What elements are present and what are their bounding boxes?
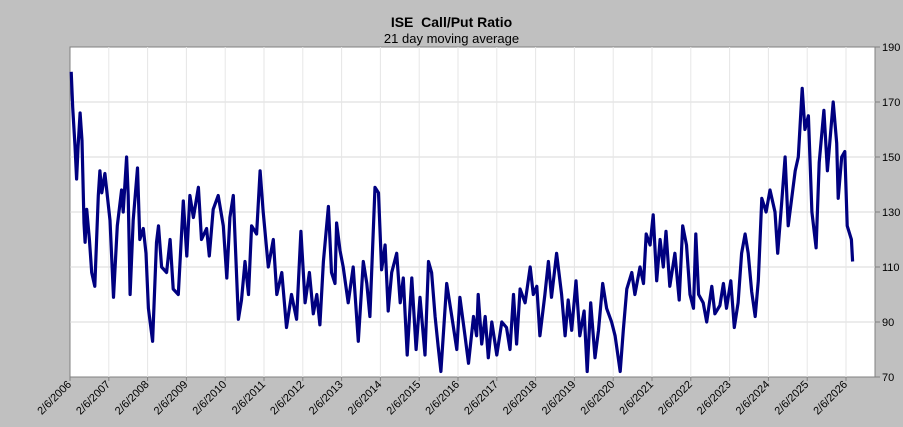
x-tick-label: 2/6/2009 <box>152 379 191 418</box>
x-tick-label: 2/6/2011 <box>230 379 268 417</box>
x-tick-label: 2/6/2016 <box>423 379 462 418</box>
y-axis: 190 170 150 130 110 90 70 <box>875 42 900 384</box>
y-tick-label: 110 <box>882 262 900 274</box>
y-tick-label: 70 <box>882 372 894 384</box>
x-tick-label: 2/6/2021 <box>617 379 656 418</box>
x-tick-label: 2/6/2020 <box>579 379 618 418</box>
y-tick-label: 170 <box>882 97 900 109</box>
x-tick-label: 2/6/2008 <box>113 379 152 418</box>
y-tick-label: 150 <box>882 152 900 164</box>
x-tick-label: 2/6/2012 <box>268 379 307 418</box>
x-tick-label: 2/6/2022 <box>656 379 695 418</box>
x-tick-label: 2/6/2017 <box>462 379 501 418</box>
gridlines <box>70 47 875 377</box>
series-layer <box>69 71 855 374</box>
x-tick-label: 2/6/2010 <box>191 379 230 418</box>
series-line-call-put-ratio <box>69 71 855 374</box>
x-tick-label: 2/6/2023 <box>695 379 734 418</box>
x-tick-label: 2/6/2015 <box>385 379 424 418</box>
x-tick-label: 2/6/2006 <box>35 379 74 418</box>
chart-title: ISE Call/Put Ratio <box>390 14 513 30</box>
x-tick-label: 2/6/2014 <box>346 379 385 418</box>
x-tick-label: 2/6/2019 <box>540 379 579 418</box>
y-tick-label: 130 <box>882 207 900 219</box>
chart-subtitle: 21 day moving average <box>383 31 520 46</box>
x-tick-label: 2/6/2025 <box>773 379 812 418</box>
y-tick-label: 190 <box>882 42 900 54</box>
x-tick-label: 2/6/2024 <box>734 379 773 418</box>
y-tick-label: 90 <box>882 317 894 329</box>
x-tick-label: 2/6/2013 <box>307 379 346 418</box>
x-tick-label: 2/6/2018 <box>501 379 540 418</box>
x-axis: 2/6/2006 2/6/2007 2/6/2008 2/6/2009 2/6/2010… <box>35 377 850 417</box>
x-tick-label: 2/6/2026 <box>811 379 850 418</box>
x-tick-label: 2/6/2007 <box>74 379 113 418</box>
